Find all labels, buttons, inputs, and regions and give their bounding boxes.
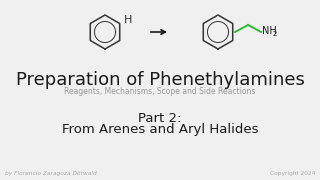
- Text: Preparation of Phenethylamines: Preparation of Phenethylamines: [16, 71, 304, 89]
- Text: NH: NH: [262, 26, 277, 36]
- Text: Reagents, Mechanisms, Scope and Side Reactions: Reagents, Mechanisms, Scope and Side Rea…: [64, 87, 256, 96]
- Text: H: H: [124, 15, 132, 25]
- Text: From Arenes and Aryl Halides: From Arenes and Aryl Halides: [62, 123, 258, 136]
- Text: by Florencio Zaragoza Dörwald: by Florencio Zaragoza Dörwald: [5, 172, 97, 177]
- Text: Part 2:: Part 2:: [138, 111, 182, 125]
- Text: Copyright 2024: Copyright 2024: [269, 172, 315, 177]
- Text: 2: 2: [273, 31, 277, 37]
